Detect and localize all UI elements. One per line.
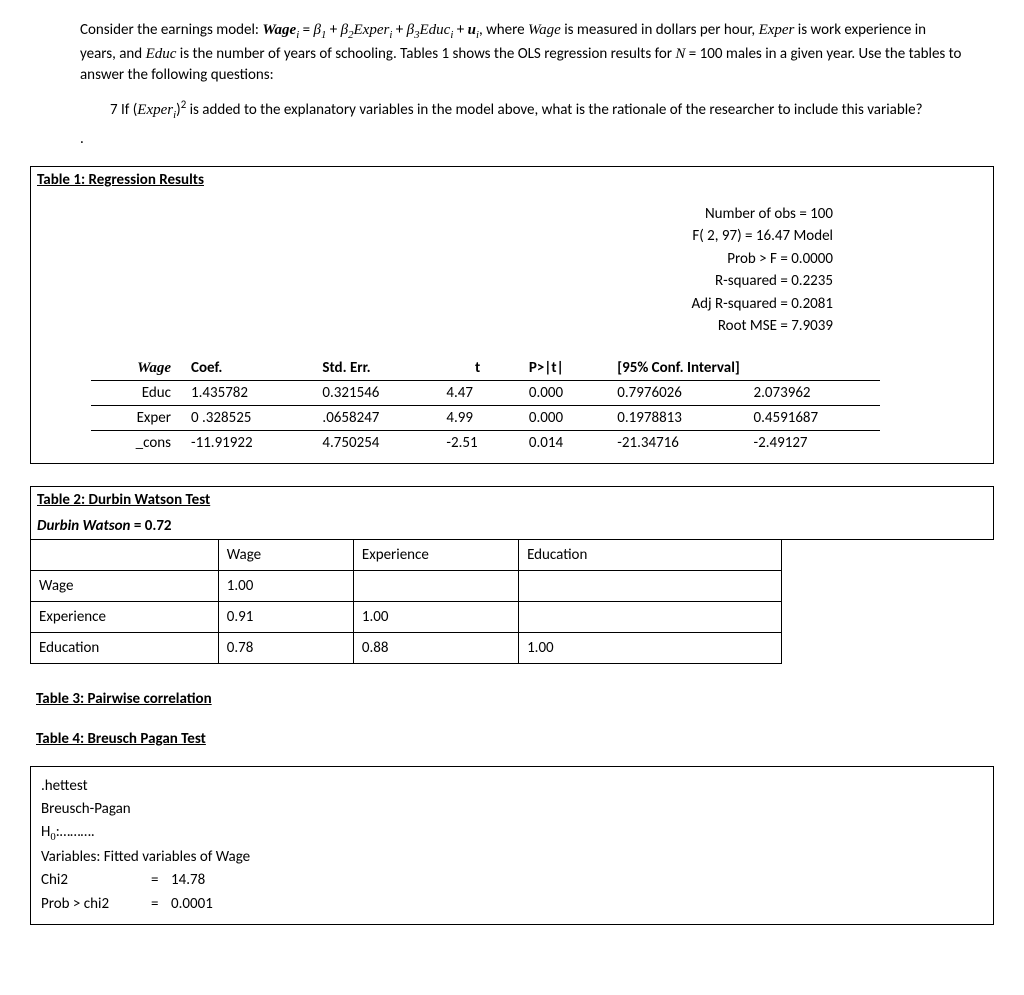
eq-b2: β (341, 22, 348, 38)
cr2-l: Education (31, 632, 219, 663)
correlation-table: Wage Experience Education Wage 1.00 Expe… (30, 539, 782, 664)
r0-se: 0.321546 (312, 380, 436, 405)
r0-lo: 0.7976026 (607, 380, 743, 405)
r2-hi: -2.49127 (744, 430, 880, 455)
r1-p: 0.000 (519, 405, 607, 430)
r1-coef: 0 .328525 (181, 405, 312, 430)
eq-b1: β (313, 22, 320, 38)
eq-u: u (468, 22, 476, 38)
r1-hi: 0.4591687 (744, 405, 880, 430)
r1-se: .0658247 (312, 405, 436, 430)
eq-b3: β (407, 22, 414, 38)
stat-f: F( 2, 97) = 16.47 Model (31, 225, 833, 248)
hdr-wage: Wage (137, 360, 171, 376)
r2-coef: -11.91922 (181, 430, 312, 455)
stat-prob: Prob > F = 0.0000 (31, 248, 833, 271)
table4-heading: Table 4: Breusch Pagan Test (30, 726, 994, 752)
stat-r2: R-squared = 0.2235 (31, 270, 833, 293)
r0-hi: 2.073962 (744, 380, 880, 405)
ch3: Education (519, 539, 782, 570)
question-paragraph: 7 If (Experi)2 is added to the explanato… (30, 97, 994, 124)
ch1: Wage (218, 539, 353, 570)
q-exper: Exper (137, 102, 173, 118)
r1-t: 4.99 (436, 405, 518, 430)
eq-educ: Educ (420, 22, 451, 38)
intro-paragraph: Consider the earnings model: Wagei = β1 … (30, 20, 994, 87)
r2-se: 4.750254 (312, 430, 436, 455)
r2-lo: -21.34716 (607, 430, 743, 455)
cr0-l: Wage (31, 570, 219, 601)
stat-obs: Number of obs = 100 (31, 203, 833, 226)
q-post: is added to the explanatory variables in… (186, 101, 922, 119)
intro-post2: is measured in dollars per hour, (561, 21, 759, 39)
intro-N: N (675, 46, 685, 62)
table2-heading: Table 2: Durbin Watson Test (31, 487, 993, 513)
bp-chi2-eq: = (151, 869, 171, 892)
hdr-p: P>|t| (519, 356, 607, 381)
intro-exper2: Exper (759, 22, 795, 38)
r2-t: -2.51 (436, 430, 518, 455)
cr2-2: 0.88 (353, 632, 518, 663)
bp-box: .hettest Breusch-Pagan H0:………. Variables… (30, 766, 994, 925)
eq-eq: = (299, 21, 313, 39)
dot: . (30, 130, 994, 148)
cr0-1: 1.00 (218, 570, 353, 601)
cr1-l: Experience (31, 601, 219, 632)
eq-plus1: + (326, 21, 340, 39)
intro-post1: , where (479, 21, 528, 39)
q-pre: 7 If ( (110, 101, 137, 119)
intro-text: Consider the earnings model: (80, 21, 262, 39)
r0-var: Educ (91, 380, 181, 405)
hdr-se: Std. Err. (312, 356, 436, 381)
stat-adjr2: Adj R-squared = 0.2081 (31, 293, 833, 316)
r0-coef: 1.435782 (181, 380, 312, 405)
bp-prob-v: 0.0001 (171, 895, 213, 913)
stat-rmse: Root MSE = 7.9039 (31, 315, 833, 338)
cr1-2: 1.00 (353, 601, 518, 632)
bp-h: H (41, 823, 50, 841)
bp-l4: Variables: Fitted variables of Wage (41, 846, 983, 869)
bp-h-post: :………. (56, 823, 95, 841)
hdr-t: t (436, 356, 518, 381)
r2-p: 0.014 (519, 430, 607, 455)
r0-t: 4.47 (436, 380, 518, 405)
bp-chi2-v: 14.78 (171, 871, 205, 889)
ch2: Experience (353, 539, 518, 570)
bp-l2: Breusch-Pagan (41, 798, 983, 821)
intro-wage2: Wage (528, 22, 561, 38)
cr0-2 (353, 570, 518, 601)
dw-val: = 0.72 (130, 517, 171, 535)
table3-heading: Table 3: Pairwise correlation (30, 686, 994, 712)
r2-var: _cons (91, 430, 181, 455)
table1-heading: Table 1: Regression Results (31, 167, 993, 193)
ch0 (31, 539, 219, 570)
bp-prob-eq: = (151, 893, 171, 916)
eq-wage: Wage (262, 22, 296, 38)
cr0-3 (519, 570, 782, 601)
bp-chi2-l: Chi2 (41, 869, 151, 892)
intro-educ2: Educ (146, 46, 177, 62)
r1-lo: 0.1978813 (607, 405, 743, 430)
bp-prob-l: Prob > chi2 (41, 893, 151, 916)
table1-box: Table 1: Regression Results Number of ob… (30, 166, 994, 464)
cr2-1: 0.78 (218, 632, 353, 663)
table1-stats: Number of obs = 100 F( 2, 97) = 16.47 Mo… (31, 193, 993, 356)
table2-box: Table 2: Durbin Watson Test Durbin Watso… (30, 486, 994, 540)
bp-l1: .hettest (41, 775, 983, 798)
r1-var: Exper (91, 405, 181, 430)
eq-plus3: + (453, 21, 467, 39)
regression-table: Wage Coef. Std. Err. t P>|t| [95% Conf. … (91, 356, 880, 455)
intro-post4: is the number of years of schooling. Tab… (176, 45, 675, 63)
eq-plus2: + (392, 21, 406, 39)
cr1-3 (519, 601, 782, 632)
dw-label: Durbin Watson (37, 517, 130, 535)
hdr-ci: [95% Conf. Interval] (607, 356, 880, 381)
eq-exper: Exper (354, 22, 390, 38)
cr2-3: 1.00 (519, 632, 782, 663)
cr1-1: 0.91 (218, 601, 353, 632)
r0-p: 0.000 (519, 380, 607, 405)
hdr-coef: Coef. (181, 356, 312, 381)
